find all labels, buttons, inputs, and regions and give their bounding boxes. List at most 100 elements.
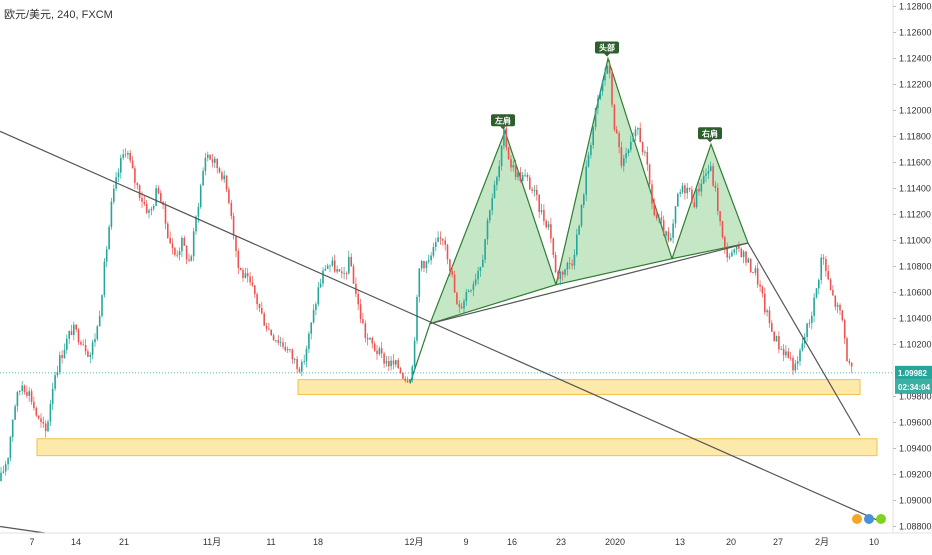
candle-up <box>709 166 712 171</box>
candle-down <box>404 378 406 381</box>
candle-up <box>16 391 19 407</box>
candle-up <box>369 338 371 340</box>
candle-up <box>279 342 282 344</box>
candle-down <box>460 306 463 309</box>
candle-down <box>846 338 848 362</box>
candle-down <box>611 73 613 105</box>
candle-down <box>298 368 301 372</box>
candle-up <box>672 223 674 238</box>
candle-down <box>185 245 188 260</box>
candle-up <box>343 273 345 274</box>
candle-up <box>681 185 684 193</box>
candle-up <box>49 403 52 422</box>
candle-down <box>169 237 171 244</box>
candle-down <box>698 188 700 192</box>
current-price-value: 1.09982 <box>898 369 927 378</box>
candle-down <box>246 273 249 277</box>
neckline-trendline <box>429 242 749 325</box>
candle-down <box>667 231 670 241</box>
candle-up <box>679 192 681 194</box>
alert-icon[interactable] <box>864 514 874 524</box>
candle-up <box>742 251 745 257</box>
candle-up <box>108 226 110 250</box>
candle-up <box>498 166 500 178</box>
candle-down <box>232 216 235 236</box>
candle-up <box>599 91 602 99</box>
price-tick-label: 1.12400 <box>899 54 932 64</box>
price-axis[interactable]: 1.12800 1.12600 1.12400 1.12200 1.12000 1.118… <box>893 2 932 532</box>
time-tick-label: 7 <box>29 537 34 547</box>
gear-icon[interactable] <box>852 514 862 524</box>
candle-up <box>785 351 787 356</box>
candle-up <box>202 170 204 186</box>
candle-down <box>277 340 280 343</box>
time-tick-label: 9 <box>463 537 468 547</box>
candle-up <box>331 260 334 266</box>
candle-up <box>317 287 320 305</box>
candle-down <box>366 337 369 340</box>
candle-up <box>590 145 592 155</box>
candle-up <box>155 188 157 206</box>
time-axis[interactable]: 7 14 21 11月 11 18 12月 9 16 23 2020 13 20 27 2月 10 <box>29 537 879 547</box>
candle-down <box>362 319 364 324</box>
price-tick-label: 1.09200 <box>899 470 932 480</box>
candle-down <box>402 372 404 379</box>
candle-down <box>620 147 623 166</box>
candle-up <box>637 128 639 130</box>
candle-up <box>14 406 16 420</box>
candle-up <box>286 349 289 351</box>
candle-up <box>326 265 329 269</box>
candle-up <box>324 268 327 271</box>
candle-up <box>735 245 738 250</box>
candle-up <box>420 261 423 269</box>
countdown-badge <box>895 379 932 394</box>
candle-up <box>566 263 569 270</box>
candle-down <box>254 285 256 294</box>
label-right-shoulder: 右肩 <box>701 128 718 138</box>
candle-up <box>47 421 49 432</box>
candle-down <box>526 174 529 178</box>
candle-down <box>841 310 844 321</box>
candle-up <box>435 242 437 247</box>
candle-down <box>453 274 456 293</box>
candle-up <box>117 172 120 178</box>
candle-down <box>782 348 785 356</box>
candle-up <box>54 375 56 389</box>
candle-up <box>818 279 820 289</box>
candle-up <box>195 216 197 232</box>
price-tick-label: 1.09600 <box>899 418 932 428</box>
candle-down <box>768 310 771 324</box>
indicator-icon[interactable] <box>876 514 886 524</box>
candle-up <box>512 165 515 168</box>
candle-down <box>265 325 268 329</box>
candle-down <box>228 189 230 203</box>
candle-down <box>371 338 374 344</box>
candle-down <box>230 202 233 217</box>
candle-down <box>352 266 355 284</box>
candle-down <box>519 172 522 182</box>
candle-up <box>348 256 350 274</box>
candle-down <box>183 238 186 246</box>
candle-down <box>380 348 383 354</box>
candle-up <box>178 251 181 255</box>
candle-down <box>726 248 728 258</box>
candle-up <box>559 271 562 279</box>
candle-up <box>477 270 479 280</box>
chart-settings-badges[interactable] <box>852 514 886 524</box>
candle-down <box>446 244 449 260</box>
breakdown-line-trendline <box>747 242 861 436</box>
candle-down <box>648 164 651 185</box>
candle-down <box>216 158 218 168</box>
candle-down <box>268 328 270 330</box>
candle-up <box>601 80 604 92</box>
candle-down <box>764 293 766 313</box>
candle-up <box>192 231 195 257</box>
candle-down <box>70 331 73 335</box>
candle-up <box>808 323 811 324</box>
candle-up <box>214 158 216 163</box>
candle-down <box>759 284 761 287</box>
candle-up <box>489 210 491 221</box>
candle-down <box>557 272 559 279</box>
